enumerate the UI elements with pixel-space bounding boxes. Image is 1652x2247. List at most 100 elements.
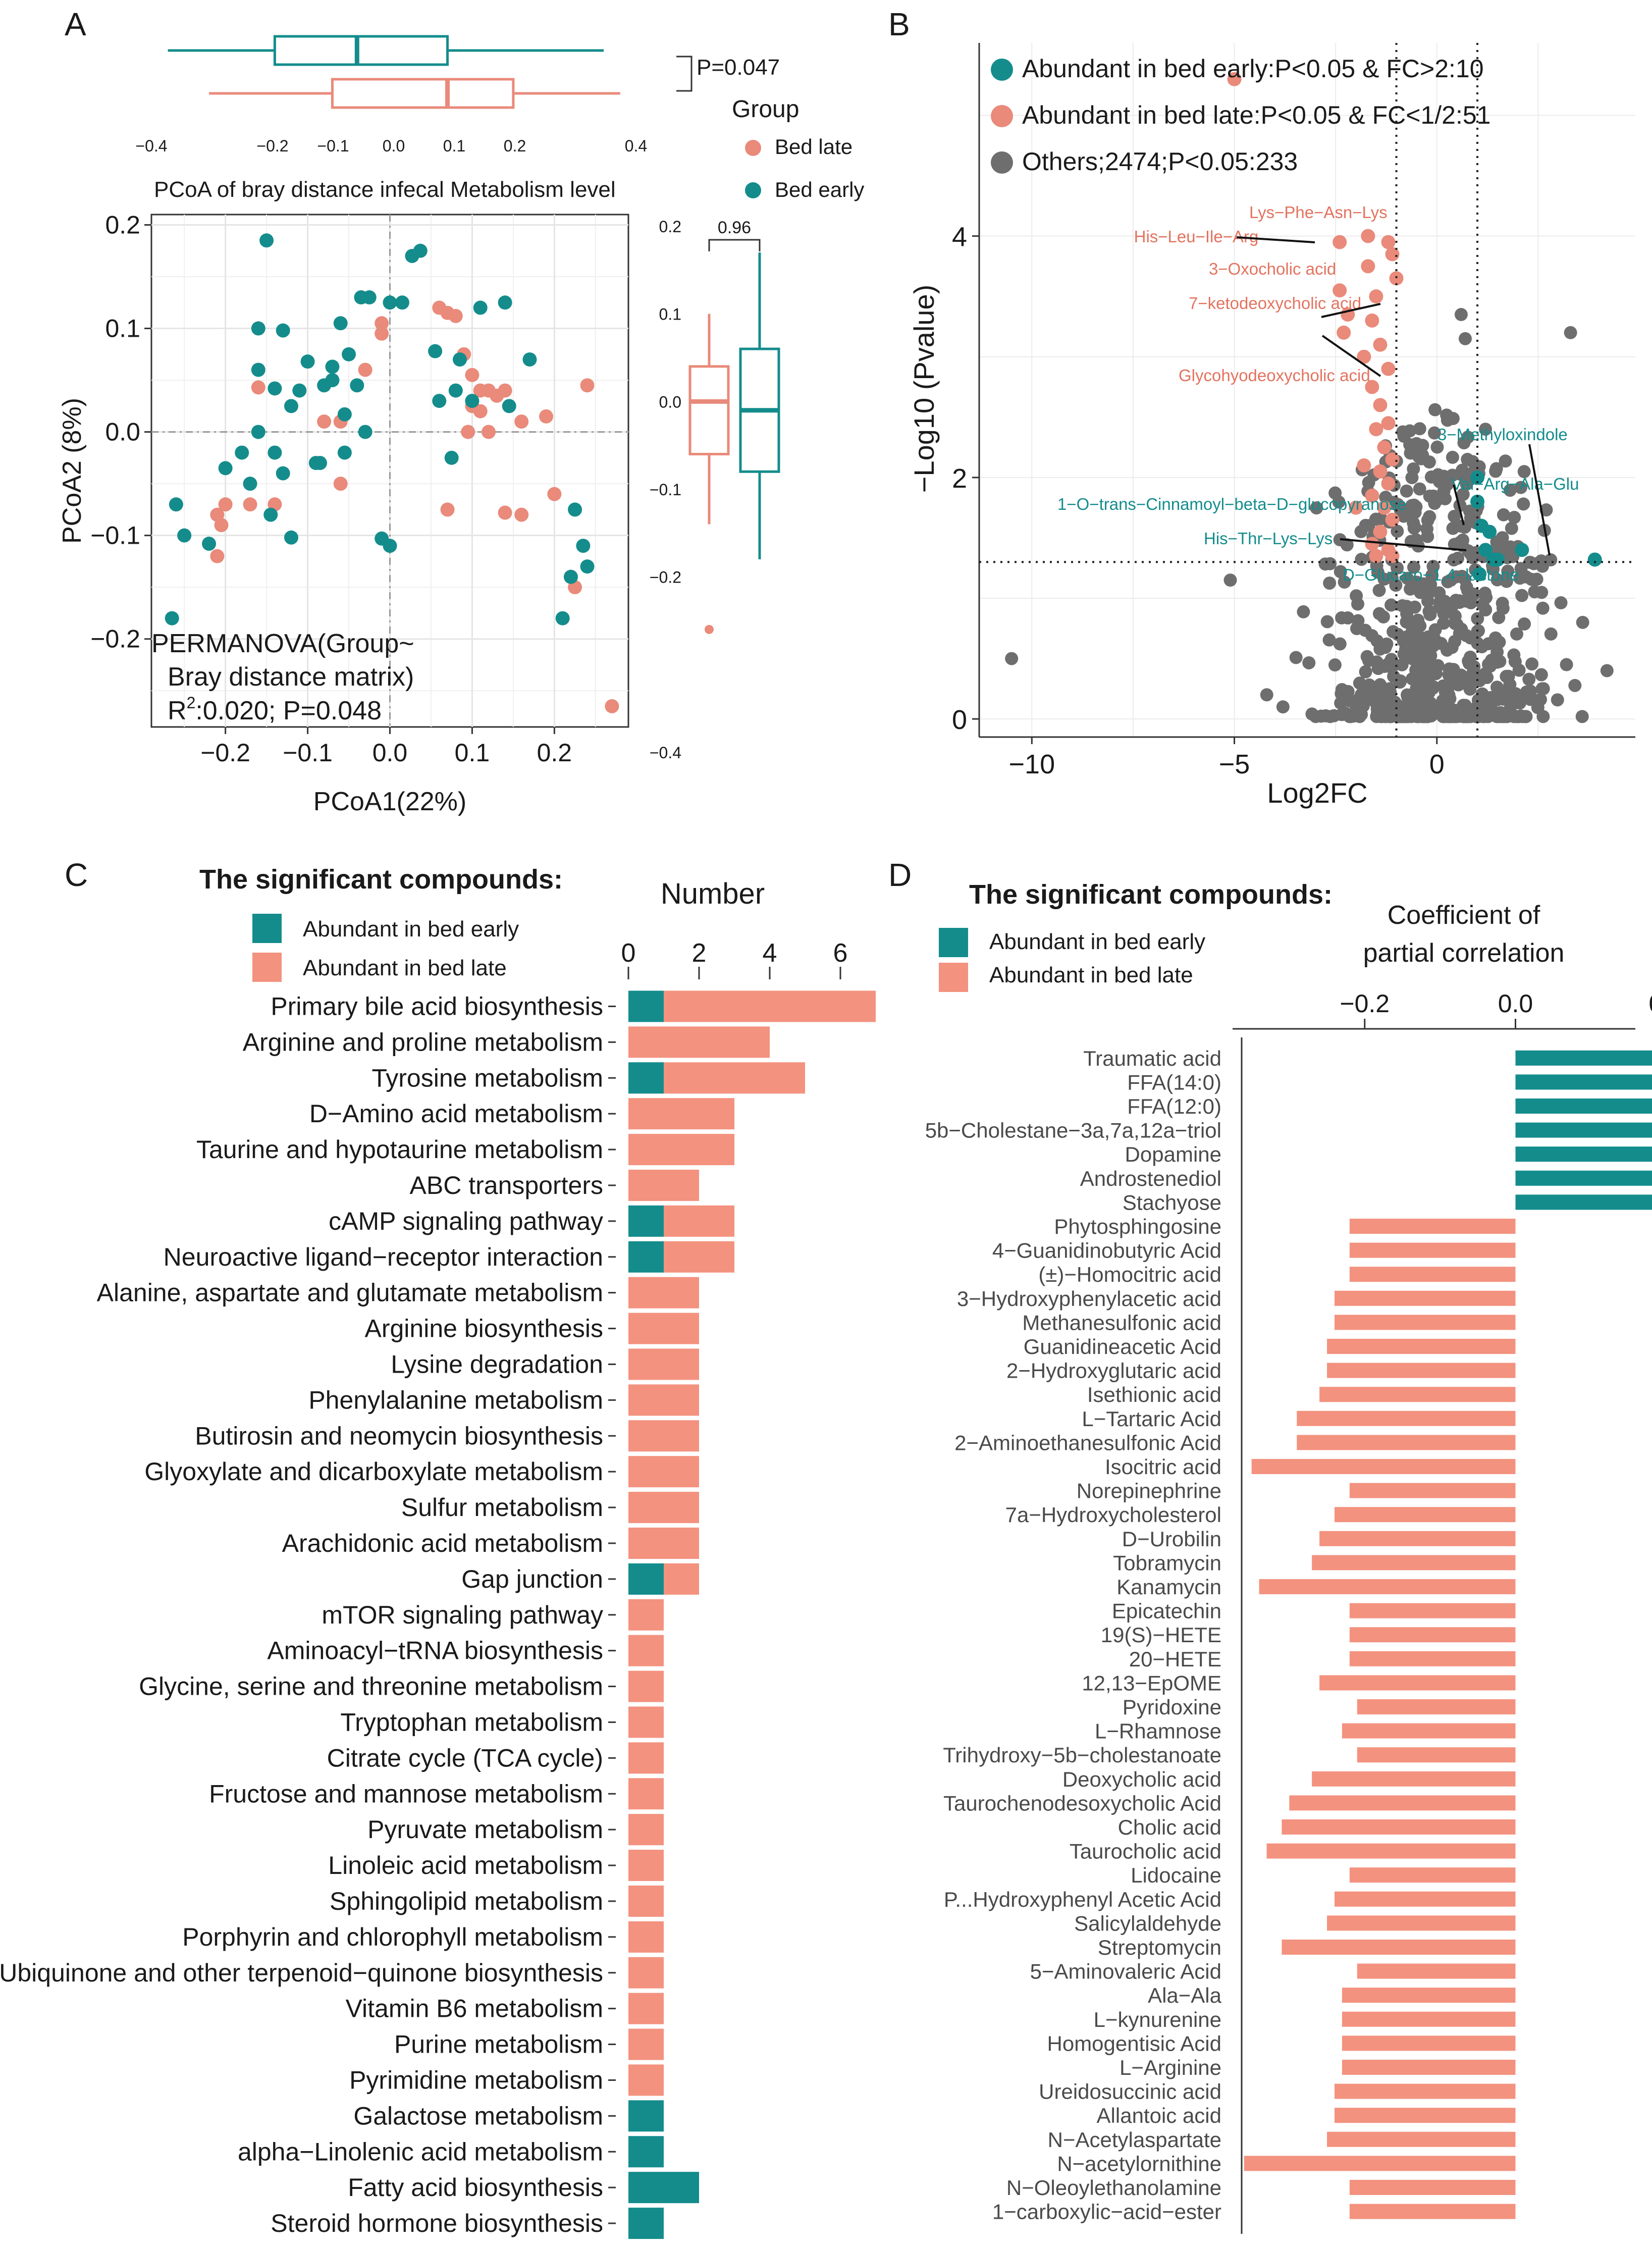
point-bed-early — [268, 445, 282, 460]
point-others — [1310, 501, 1323, 515]
point-bed-late — [1349, 500, 1363, 515]
point-others — [1384, 598, 1398, 612]
category-label: Galactose metabolism — [353, 2102, 603, 2130]
point-others — [1539, 503, 1553, 517]
category-label: Gap junction — [461, 1565, 603, 1593]
point-bed-late — [1381, 416, 1396, 431]
compound-label: Salicylaldehyde — [1074, 1911, 1221, 1935]
bar-late — [1327, 2131, 1516, 2147]
label-bed-early: D−Glucaro−1,4−lactone — [1343, 565, 1519, 584]
bar-late — [1251, 1459, 1516, 1474]
y-tick-label: 0.0 — [105, 418, 140, 446]
point-others — [1413, 482, 1426, 496]
point-others — [1320, 615, 1334, 629]
point-others — [1508, 510, 1521, 524]
point-others — [1403, 438, 1417, 451]
point-bed-late — [375, 326, 389, 341]
point-bed-early — [259, 233, 274, 248]
point-bed-early — [337, 445, 352, 460]
bar-late — [628, 1456, 699, 1488]
right-box-bracket — [708, 239, 761, 251]
bar-late — [1335, 2083, 1516, 2099]
bar-late — [1349, 2180, 1516, 2195]
point-bed-early — [473, 300, 488, 315]
category-label: Arachidonic acid metabolism — [282, 1529, 603, 1557]
point-others — [1333, 637, 1347, 651]
point-others — [1497, 508, 1510, 521]
point-bed-early — [235, 445, 249, 460]
bar-early — [628, 1062, 664, 1094]
point-others — [1454, 308, 1468, 322]
point-bed-late — [461, 425, 475, 439]
category-label: Linoleic acid metabolism — [328, 1851, 603, 1879]
point-others — [1354, 688, 1368, 702]
point-others — [1441, 413, 1454, 427]
point-others — [1395, 658, 1409, 671]
point-others — [1479, 423, 1493, 436]
legend-swatch-early — [939, 928, 968, 957]
legend-swatch — [991, 59, 1013, 81]
point-others — [1505, 521, 1518, 535]
legend-swatch-late — [252, 953, 282, 982]
point-others — [1466, 551, 1480, 564]
point-bed-early — [395, 295, 409, 310]
bar-late — [628, 1348, 699, 1380]
legend-label: Others;2474;P<0.05:233 — [1022, 147, 1298, 176]
point-bed-early — [1587, 552, 1602, 567]
point-bed-late — [1381, 476, 1396, 491]
category-label: Taurine and hypotaurine metabolism — [196, 1135, 603, 1164]
point-bed-late — [1381, 361, 1396, 376]
point-others — [1378, 641, 1392, 654]
point-others — [1456, 533, 1470, 547]
legend-label-early: Abundant in bed early — [989, 929, 1205, 954]
point-bed-early — [1470, 494, 1485, 509]
bar-late — [628, 1527, 699, 1559]
point-others — [1359, 665, 1372, 678]
point-bed-late — [1227, 72, 1242, 86]
point-others — [1426, 639, 1440, 653]
point-others — [1500, 574, 1513, 588]
bar-late — [628, 1850, 664, 1882]
point-others — [1514, 481, 1528, 494]
top-box-tick: −0.2 — [256, 137, 288, 155]
compound-label: N−acetylornithine — [1057, 2152, 1221, 2175]
point-others — [1438, 686, 1452, 699]
point-bed-early — [218, 461, 233, 476]
label-bed-early: Val−Arg−Ala−Glu — [1451, 475, 1579, 493]
point-others — [1334, 565, 1347, 579]
label-leader — [1321, 303, 1381, 318]
category-label: Glycine, serine and threonine metabolism — [139, 1673, 603, 1701]
point-bed-late — [1377, 440, 1392, 455]
label-bed-early: 1−O−trans−Cinnamoyl−beta−D−glucopyranose — [1057, 495, 1407, 513]
category-label: Porphyrin and chlorophyll metabolism — [182, 1923, 603, 1951]
compound-label: 5−Aminovaleric Acid — [1030, 1960, 1221, 1983]
legend-label-late: Abundant in bed late — [989, 963, 1193, 987]
point-bed-late — [580, 378, 595, 393]
point-others — [1373, 659, 1387, 672]
point-bed-early — [432, 394, 447, 408]
right-box-tick: −0.4 — [650, 744, 681, 762]
legend-swatch — [991, 151, 1013, 174]
point-bed-late — [1361, 259, 1375, 274]
bar-early — [1515, 1146, 1652, 1162]
compound-label: L−Rhamnose — [1095, 1719, 1221, 1743]
y-tick-label: 4 — [952, 222, 967, 252]
point-bed-early — [576, 539, 591, 553]
point-bed-late — [317, 414, 332, 429]
point-others — [1499, 454, 1512, 468]
point-bed-early — [1472, 567, 1487, 582]
point-bed-late — [1385, 512, 1400, 527]
point-others — [1260, 688, 1273, 702]
point-bed-early — [580, 559, 595, 574]
point-bed-early — [308, 456, 323, 471]
category-label: Tryptophan metabolism — [340, 1708, 603, 1736]
point-others — [1535, 682, 1549, 696]
bar-early — [1515, 1074, 1652, 1090]
label-bed-late: 3−Oxocholic acid — [1209, 259, 1336, 278]
point-others — [1335, 611, 1349, 624]
point-others — [1372, 584, 1386, 597]
compound-label: 20−HETE — [1129, 1647, 1221, 1671]
point-others — [1405, 471, 1419, 485]
point-bed-late — [251, 380, 265, 395]
point-others — [1351, 597, 1365, 611]
